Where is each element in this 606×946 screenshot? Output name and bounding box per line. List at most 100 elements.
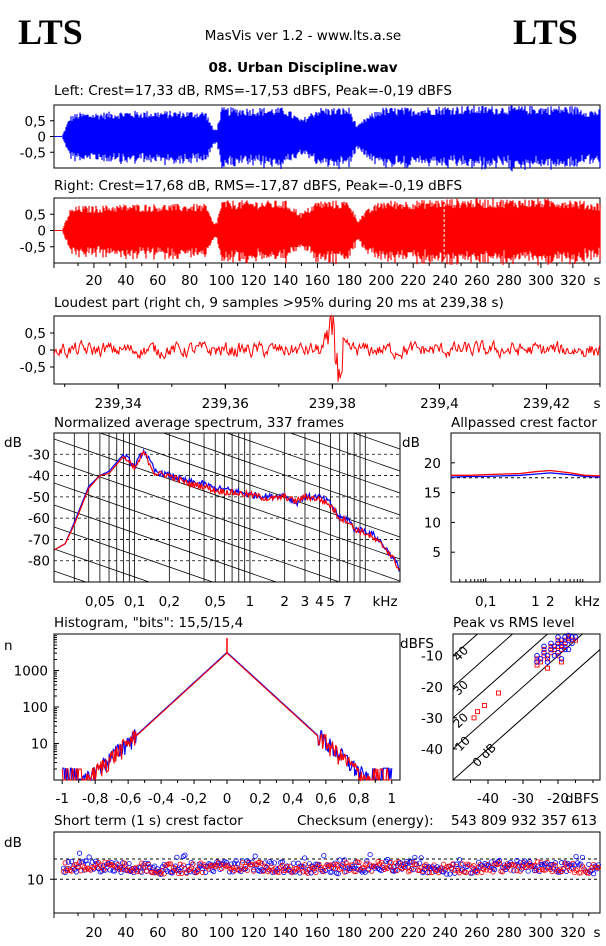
pvr-left-point [555,634,561,640]
left-waveform-signal [62,105,601,172]
short-crest-left-point [142,860,148,866]
pvr-left-point [565,646,572,653]
short-crest-right-point [115,862,121,868]
histogram-xtick-label: 0,4 [282,791,303,807]
short-crest-frame [53,831,601,914]
short-crest-right-point [207,863,214,869]
short-crest-xtick-label: 300 [528,925,554,941]
short-crest-left-point [559,860,565,866]
short-crest-right-point [268,864,274,870]
left-waveform-title: Left: Crest=17,33 dB, RMS=-17,53 dBFS, P… [54,83,452,99]
pvr-right-point [496,690,501,696]
short-crest-right-point [346,867,352,873]
short-crest-left-point [297,870,303,876]
short-crest-right-point [471,863,477,869]
short-crest-xtick-label: 60 [149,925,166,941]
short-crest-left-point [287,868,293,874]
short-crest-left-point [327,869,333,875]
short-crest-left-point [456,857,463,863]
time-tick-label: 40 [117,273,134,289]
time-tick-label: 220 [400,273,426,289]
short-crest-xtick-label: 280 [496,925,522,941]
short-crest-right-point [552,862,558,868]
short-crest-left-point [86,854,92,860]
pvr-xtick-label: -30 [512,791,534,807]
checksum-value: 543 809 932 357 613 [451,813,597,829]
pvr-crest-label: 20 [450,710,471,731]
short-crest-right-point [369,868,375,874]
short-crest-right-point [595,865,602,871]
short-crest-xtick-label: 40 [117,925,134,941]
spectrum-xtick-label: 3 [301,594,310,610]
short-crest-left-point [573,854,579,860]
pvr-right-point [559,659,564,665]
time-tick-label: 260 [464,273,490,289]
spectrum-xtick-label: 0,5 [204,594,225,610]
time-tick-label: 200 [368,273,394,289]
pvr-right-point [534,656,540,662]
short-crest-right-point [321,869,327,875]
short-crest-left-point [207,861,214,867]
pvr-right-point [534,662,540,668]
short-crest-left-point [525,868,531,874]
pvr-left-point [541,643,547,650]
short-crest-right-point [195,868,201,874]
short-crest-right-point [440,861,447,867]
histogram-ytick-label: 100 [22,700,48,716]
pvr-right-point [555,637,561,643]
spectrum-slope-line [54,504,278,582]
pvr-right-point [552,647,557,652]
peak-rms-ylabel: dBFS [400,636,434,652]
short-crest-right-point [570,860,576,866]
short-crest-left-point [452,870,458,876]
spectrum-xtick-label: 0,1 [124,594,145,610]
short-crest-right-point [394,867,400,874]
short-crest-xunit: s [593,925,600,941]
short-crest-xtick-label: 100 [209,925,235,941]
spectrum-xtick-label: 1 [246,594,255,610]
right-waveform-ytick-label: 0,5 [25,207,46,223]
loudest-xtick-label: 239,38 [309,396,356,412]
short-crest-right-point [579,863,586,869]
short-crest-right-point [266,867,273,873]
short-crest-right-point [278,864,284,870]
short-crest-left-point [156,868,162,874]
left-waveform-ytick-label: 0,5 [25,114,46,130]
short-crest-right-point [190,861,196,867]
spectrum-xtick-label: 2 [280,594,289,610]
short-crest-left-point [372,865,378,871]
short-crest-right-point [578,870,584,876]
pvr-ytick-label: -40 [421,742,443,758]
short-crest-left-point [447,871,453,877]
short-crest-left-point [321,853,327,859]
histogram-xtick-label: -1 [56,791,69,807]
short-crest-right-point [500,869,506,875]
allpassed-ytick-label: 5 [432,545,441,561]
short-crest-right-point [378,859,384,865]
short-crest-left-point [335,871,341,877]
short-crest-right-point [287,863,293,869]
short-crest-left-point [337,857,343,863]
short-crest-right-point [238,865,244,871]
short-crest-left-point [195,866,201,873]
right-waveform-ytick-label: 0 [37,224,46,240]
histogram-ytick-label: 1000 [14,664,48,680]
checksum-label: Checksum (energy): [297,813,434,829]
short-crest-xtick-label: 140 [273,925,299,941]
short-crest-right-point [144,868,150,874]
pvr-left-point [548,646,554,653]
spectrum-slope-line [54,615,400,735]
loudest-ytick-label: -0,5 [20,360,46,376]
short-crest-left-point [492,866,498,873]
pvr-left-point [558,637,565,643]
spectrum-ytick-label: -30 [28,447,50,463]
short-crest-left-point [496,857,503,864]
short-crest-right-point [535,859,541,865]
short-crest-left-point [235,861,241,867]
short-crest-right-point [120,866,126,873]
pvr-right-point [541,647,547,652]
loudest-part-signal [53,314,601,382]
short-crest-right-point [450,861,456,867]
pvr-ytick-label: -30 [421,711,443,727]
short-crest-left-point [172,863,178,869]
